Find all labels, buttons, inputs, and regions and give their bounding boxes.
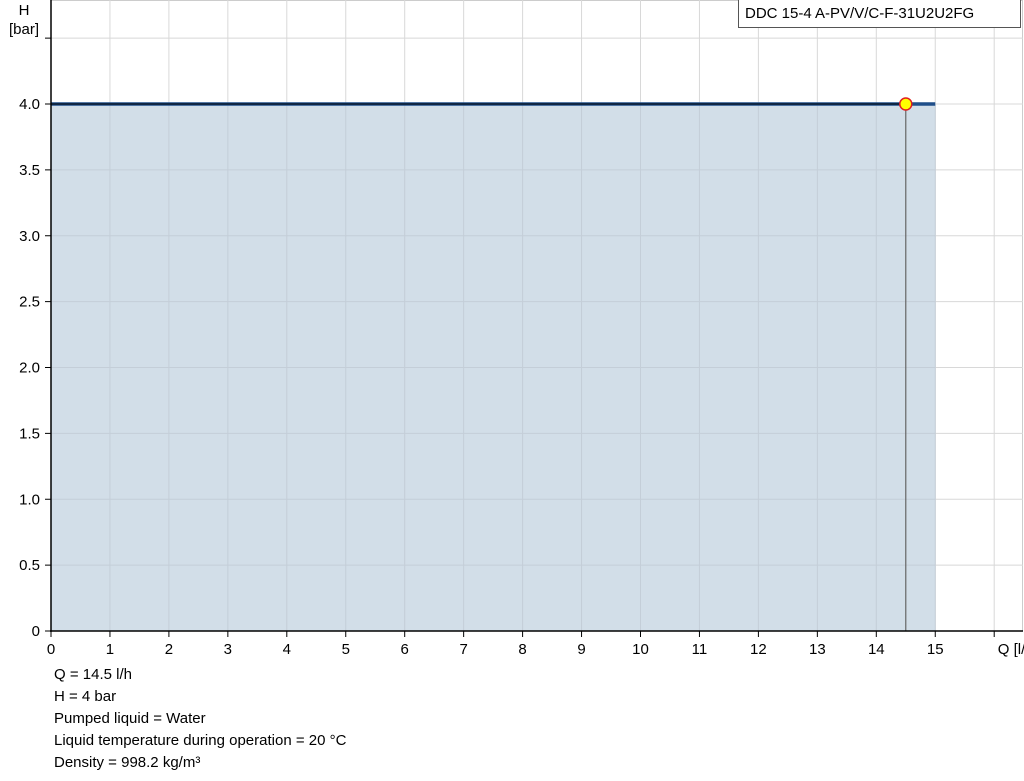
info-liquid: Pumped liquid = Water xyxy=(54,710,206,727)
x-tick-label: 11 xyxy=(692,641,708,658)
legend-box: DDC 15-4 A-PV/V/C-F-31U2U2FG xyxy=(738,0,1021,28)
x-tick-label: 2 xyxy=(165,641,173,658)
x-tick-label: 14 xyxy=(868,641,885,658)
x-tick-label: 9 xyxy=(577,641,585,658)
x-tick-label: 6 xyxy=(401,641,409,658)
x-tick-label: 12 xyxy=(750,641,767,658)
x-tick-label: 1 xyxy=(106,641,114,658)
operating-info: Q = 14.5 l/h H = 4 bar Pumped liquid = W… xyxy=(54,664,346,774)
info-density: Density = 998.2 kg/m³ xyxy=(54,754,201,771)
y-tick-label: 3.0 xyxy=(19,228,40,245)
x-tick-label: 8 xyxy=(518,641,526,658)
x-axis-label: Q [l/h] xyxy=(998,641,1024,658)
y-tick-label: 1.5 xyxy=(19,425,40,442)
y-tick-label: 1.0 xyxy=(19,491,40,508)
x-tick-label: 4 xyxy=(283,641,291,658)
x-tick-label: 7 xyxy=(459,641,467,658)
operating-point-marker xyxy=(899,97,913,111)
y-tick-label: 2.5 xyxy=(19,294,40,311)
y-axis-label-unit: [bar] xyxy=(9,21,39,38)
info-flow: Q = 14.5 l/h xyxy=(54,666,132,683)
y-tick-label: 0 xyxy=(32,623,40,640)
y-tick-label: 0.5 xyxy=(19,557,40,574)
x-tick-label: 5 xyxy=(342,641,350,658)
info-temperature: Liquid temperature during operation = 20… xyxy=(54,732,347,749)
x-tick-label: 15 xyxy=(927,641,944,658)
y-tick-label: 4.0 xyxy=(19,96,40,113)
info-head: H = 4 bar xyxy=(54,688,117,705)
y-tick-label: 3.5 xyxy=(19,162,40,179)
x-tick-label: 3 xyxy=(224,641,232,658)
x-tick-label: 0 xyxy=(47,641,55,658)
y-tick-label: 2.0 xyxy=(19,360,40,377)
x-tick-label: 10 xyxy=(632,641,649,658)
x-tick-label: 13 xyxy=(809,641,826,658)
y-axis-label-name: H xyxy=(19,2,30,19)
legend-label: DDC 15-4 A-PV/V/C-F-31U2U2FG xyxy=(745,5,975,22)
